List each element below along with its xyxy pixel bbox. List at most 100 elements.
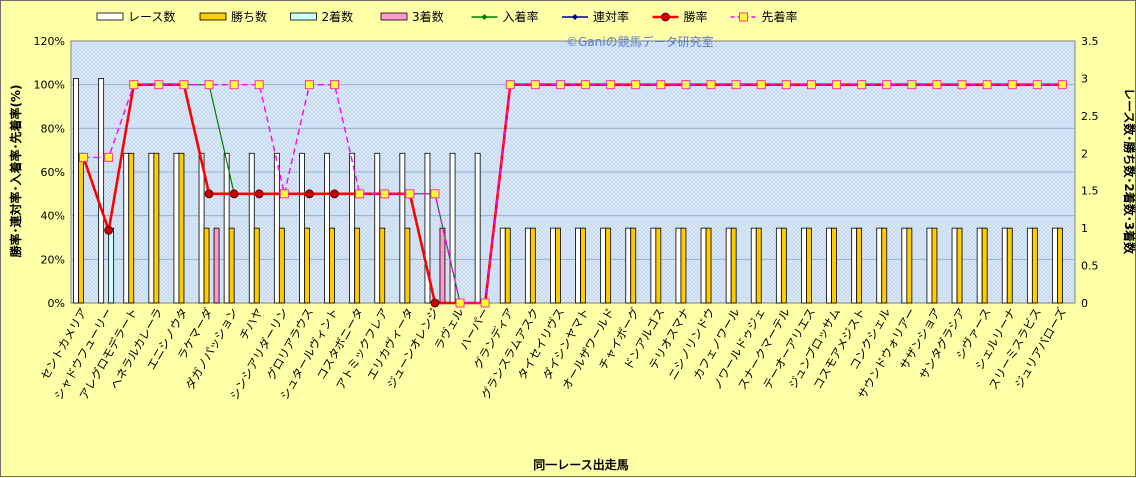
bar [248,152,255,304]
bar [78,152,84,304]
bar [349,152,356,304]
bar [555,227,561,304]
bar [299,152,305,304]
point [430,189,440,199]
right-tick-label: 0 [1081,297,1088,310]
point [756,80,766,90]
bar [725,227,732,304]
bar [524,227,531,304]
bar [1057,227,1063,304]
bar [304,227,310,304]
legend-label: 先着率 [762,9,798,24]
bar [474,152,481,304]
point [405,189,415,199]
point [104,225,114,235]
watermark: ©Ganiの競馬データ研究室 [566,34,714,49]
point [304,80,314,90]
bar [98,78,105,304]
bar [981,227,988,304]
legend-swatch [290,12,317,21]
bar [705,227,712,304]
point [581,80,591,90]
point [229,80,239,90]
right-axis-ticks: 0 0.5 1 1.5 2 2.5 3 3.5 [1081,35,1099,310]
legend-label: 入着率 [503,9,539,24]
bar [273,152,280,304]
point [254,80,264,90]
legend-label: 勝ち数 [231,9,267,24]
bar [424,152,431,304]
bar [499,227,506,304]
left-tick-label: 40% [41,210,65,223]
category-labels: セントカメリアシャドウフューリーアレグロモデラートヘネラルカレーラエニシノウタラ… [38,305,1069,402]
point [606,80,616,90]
point [204,189,214,199]
bar [404,227,411,304]
left-tick-label: 100% [34,79,65,92]
bar [1031,227,1038,304]
right-tick-label: 0.5 [1081,260,1099,273]
bar [148,152,155,304]
legend-label: 勝率 [684,9,708,24]
bar [976,227,983,304]
point [806,80,816,90]
left-tick-label: 120% [34,35,65,48]
point [480,298,490,308]
bar [529,227,536,304]
legend-label: 3着数 [412,9,444,24]
point [857,80,867,90]
point [79,152,89,162]
bar [806,227,812,304]
bar [856,227,863,304]
bars [73,78,1063,304]
x-axis-title: 同一レース出走馬 [533,457,628,472]
bar [600,227,607,304]
bar [223,152,230,304]
series-line [83,84,1063,304]
left-tick-label: 80% [41,122,65,135]
point [330,80,340,90]
bar [906,227,913,304]
bar [580,227,586,304]
point [882,80,892,90]
point [355,189,365,199]
point [1057,80,1067,90]
bar [213,227,220,304]
right-tick-label: 1.5 [1081,185,1099,198]
bar [851,227,858,304]
point [104,152,114,162]
point [129,80,139,90]
bar [876,227,883,304]
bar [881,227,888,304]
bar [73,78,79,304]
point [279,189,289,199]
legend-swatch [380,12,408,21]
legend: レース数 勝ち数 2着数 3着数 入着率 連対率 勝率 先着率 [96,9,798,24]
bar [605,227,612,304]
point [380,189,390,199]
point [455,298,465,308]
bar [550,227,556,304]
right-axis-title: レース数･勝ち数･2着数･3着数 [1122,88,1136,255]
point [305,189,314,199]
bar [178,152,185,304]
legend-marker [481,14,488,20]
point [229,189,239,199]
bar [278,227,285,304]
legend-marker [661,12,670,22]
point [430,298,440,308]
bar [655,227,662,304]
bar [329,227,335,304]
bar [755,227,762,304]
bar [128,152,135,304]
bar [901,227,908,304]
bar [1006,227,1013,304]
bar [931,227,938,304]
bar [153,152,160,304]
bar [123,152,130,304]
bar [775,227,782,304]
lines [79,80,1067,308]
bar [374,152,381,304]
bar [173,152,180,304]
